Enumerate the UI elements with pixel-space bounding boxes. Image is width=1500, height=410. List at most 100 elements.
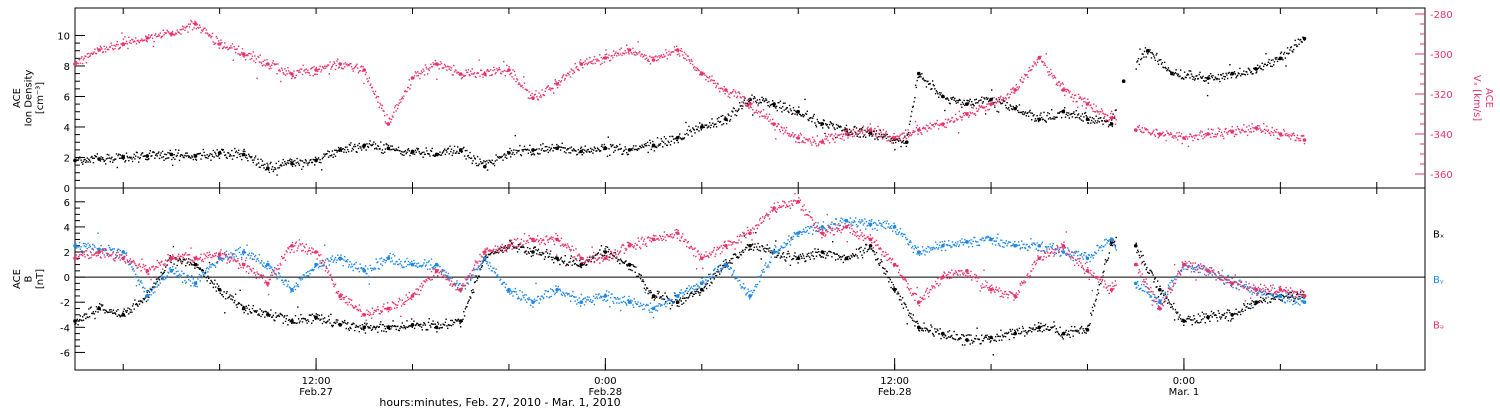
trace-sample	[1203, 136, 1206, 138]
trace-sample	[282, 158, 284, 161]
trace-sample	[145, 300, 148, 303]
trace-sample	[1197, 77, 1200, 80]
trace-sample	[129, 40, 131, 42]
trace-sample	[546, 252, 549, 254]
trace-sample	[1268, 132, 1270, 134]
trace-sample	[310, 314, 312, 316]
trace-sample	[747, 105, 749, 108]
trace-sample	[672, 138, 675, 140]
trace-sample	[528, 149, 530, 151]
trace-sample	[282, 72, 284, 74]
trace-sample	[810, 142, 812, 144]
trace-sample	[914, 84, 917, 86]
trace-sample	[924, 327, 926, 329]
trace-sample	[124, 36, 126, 38]
trace-sample	[440, 63, 443, 65]
trace-sample	[749, 106, 752, 108]
trace-sample	[834, 253, 836, 255]
trace-sample	[1081, 113, 1084, 115]
trace-sample	[470, 297, 472, 299]
trace-sample	[608, 248, 610, 251]
trace-sample	[523, 82, 526, 84]
trace-sample	[1289, 134, 1291, 136]
trace-sample	[1030, 327, 1032, 329]
trace-sample	[897, 291, 899, 293]
trace-sample	[778, 101, 780, 104]
trace-sample	[1054, 76, 1056, 78]
trace-sample	[95, 52, 98, 55]
trace-sample	[1018, 327, 1021, 330]
trace-sample	[768, 250, 770, 252]
trace-sample	[978, 105, 981, 107]
data-point	[1085, 117, 1090, 122]
trace-sample	[530, 154, 533, 156]
trace-sample	[1296, 134, 1299, 137]
trace-sample	[976, 102, 978, 104]
trace-sample	[740, 105, 742, 107]
trace-sample	[204, 156, 207, 159]
trace-sample	[605, 49, 607, 51]
trace-sample	[872, 130, 875, 132]
trace-sample	[132, 156, 135, 159]
trace-sample	[1082, 120, 1084, 122]
trace-sample	[220, 289, 222, 292]
trace-sample	[731, 110, 733, 112]
trace-sample	[939, 94, 941, 96]
trace-sample	[164, 269, 166, 272]
trace-sample	[315, 158, 317, 160]
trace-sample	[1049, 117, 1051, 119]
trace-sample	[79, 315, 82, 317]
data-point	[796, 109, 801, 114]
trace-sample	[1100, 111, 1102, 113]
trace-sample	[814, 140, 816, 143]
trace-sample	[410, 84, 412, 86]
trace-sample	[1087, 98, 1089, 100]
trace-sample	[279, 312, 281, 315]
trace-sample	[386, 143, 388, 146]
trace-sample	[1088, 101, 1090, 103]
trace-sample	[336, 321, 338, 323]
trace-sample	[374, 93, 376, 95]
trace-sample	[772, 118, 774, 121]
trace-sample	[824, 138, 826, 140]
trace-sample	[202, 28, 204, 31]
trace-sample	[138, 41, 140, 43]
trace-sample	[1061, 110, 1064, 112]
trace-sample	[1028, 111, 1031, 113]
trace-sample	[1097, 289, 1099, 291]
trace-sample	[540, 96, 543, 98]
trace-sample	[264, 163, 266, 166]
trace-sample	[1054, 325, 1056, 327]
trace-sample	[85, 55, 87, 58]
trace-sample	[410, 325, 412, 327]
trace-sample	[378, 326, 380, 328]
trace-sample	[105, 310, 108, 312]
trace-sample	[1015, 105, 1017, 107]
trace-sample	[411, 326, 413, 328]
trace-sample	[1224, 76, 1226, 78]
trace-sample	[945, 98, 948, 100]
trace-sample	[1048, 329, 1051, 331]
trace-sample	[845, 129, 847, 132]
trace-sample	[452, 74, 454, 76]
trace-sample	[145, 35, 147, 37]
trace-sample	[865, 131, 868, 133]
trace-sample	[555, 256, 557, 258]
trace-sample	[95, 306, 98, 308]
trace-sample	[712, 276, 714, 279]
trace-sample	[517, 83, 520, 86]
trace-sample	[1050, 118, 1052, 120]
trace-sample	[1160, 134, 1163, 136]
trace-sample	[235, 150, 238, 152]
data-point	[1158, 132, 1162, 136]
trace-sample	[1287, 53, 1289, 55]
trace-sample	[1150, 269, 1152, 272]
trace-sample	[980, 99, 982, 101]
trace-sample	[1067, 114, 1069, 117]
trace-sample	[520, 154, 522, 156]
trace-sample	[1089, 116, 1091, 118]
trace-sample	[961, 119, 963, 121]
trace-sample	[157, 278, 159, 280]
trace-sample	[443, 63, 446, 66]
trace-sample	[943, 122, 945, 125]
